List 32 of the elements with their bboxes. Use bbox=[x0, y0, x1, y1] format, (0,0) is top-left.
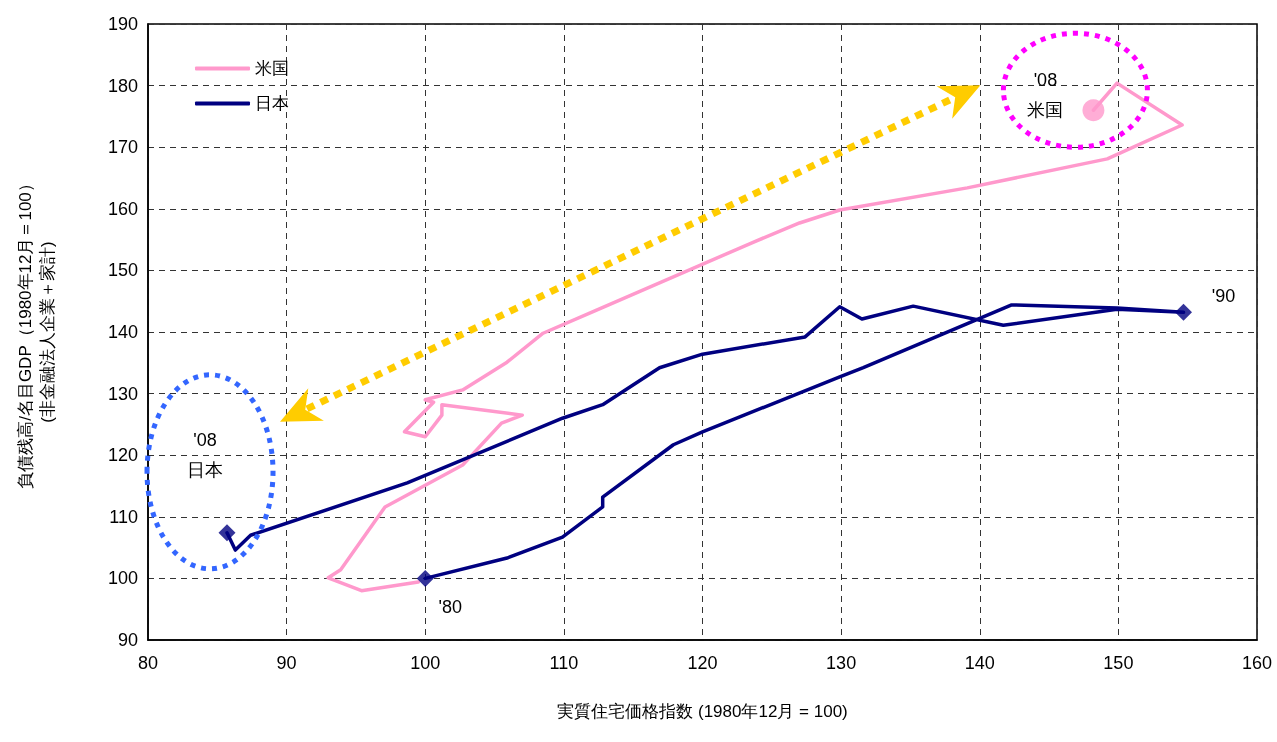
y-tick-label: 180 bbox=[107, 75, 138, 96]
point bbox=[1175, 303, 1193, 321]
y-tick-label: 170 bbox=[107, 137, 138, 158]
x-tick-label: 110 bbox=[549, 653, 579, 673]
y-tick-label: 130 bbox=[107, 383, 138, 404]
x-axis-title: 実質住宅価格指数 (1980年12月 = 100) bbox=[557, 701, 848, 721]
legend-label: 米国 bbox=[255, 59, 289, 78]
x-tick-label: 160 bbox=[1241, 653, 1273, 673]
point bbox=[1082, 99, 1105, 122]
annotation: '08 米国 bbox=[1027, 70, 1064, 121]
y-tick-label: 140 bbox=[107, 322, 138, 342]
y-tick-label: 110 bbox=[109, 506, 138, 527]
point bbox=[218, 524, 236, 542]
x-tick-label: 120 bbox=[687, 653, 718, 673]
x-tick-label: 130 bbox=[826, 653, 857, 673]
y-tick-label: 120 bbox=[107, 445, 138, 466]
legend-label: 日本 bbox=[255, 94, 289, 113]
annotation: '08 日本 bbox=[187, 429, 224, 480]
annotation: '80 bbox=[438, 597, 462, 618]
y-tick-label: 160 bbox=[107, 198, 138, 219]
x-tick-label: 140 bbox=[964, 653, 995, 673]
x-tick-label: 150 bbox=[1103, 653, 1134, 673]
x-tick-label: 100 bbox=[410, 653, 441, 673]
x-tick-label: 90 bbox=[276, 653, 297, 673]
annotation: '90 bbox=[1211, 286, 1236, 307]
y-tick-label: 90 bbox=[117, 630, 138, 650]
y-tick-label: 150 bbox=[107, 260, 138, 281]
point bbox=[416, 569, 434, 587]
y-tick-label: 190 bbox=[107, 14, 138, 34]
y-axis-title: 負債残高/名目GDP（1980年12月＝100） (非金融法人企業＋家計) bbox=[15, 175, 57, 489]
y-tick-label: 100 bbox=[107, 568, 138, 589]
x-tick-label: 80 bbox=[137, 653, 159, 673]
